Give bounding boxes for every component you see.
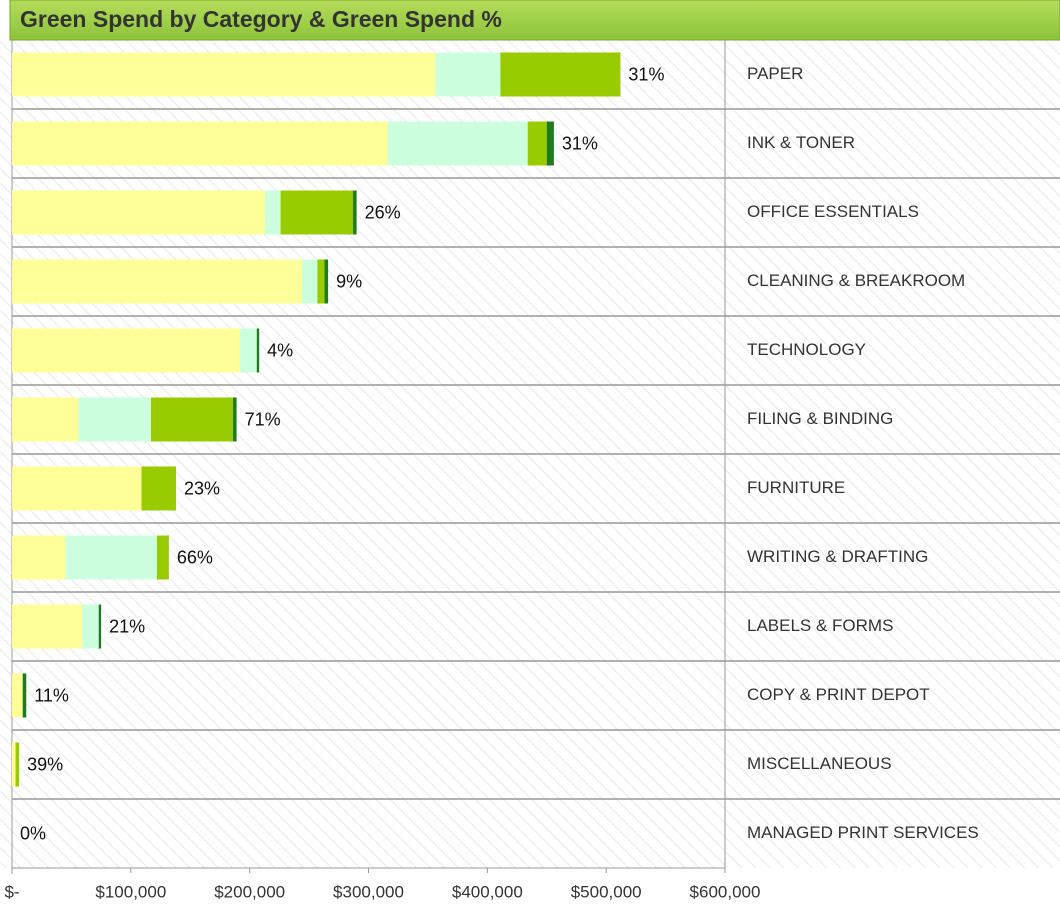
x-tick-label: $300,000 [333, 882, 404, 901]
bar-segment [12, 742, 16, 787]
bar-segment [387, 121, 528, 166]
bar-segment [317, 259, 325, 304]
category-label: WRITING & DRAFTING [747, 547, 928, 566]
x-tick-label: $200,000 [214, 882, 285, 901]
bar-segment [12, 535, 66, 580]
bar-segment [256, 328, 260, 373]
category-label: MANAGED PRINT SERVICES [747, 823, 979, 842]
bar-segment [12, 121, 388, 166]
bar-segment [82, 604, 99, 649]
bar-segment [353, 190, 357, 235]
bar-segment [12, 604, 83, 649]
category-label: OFFICE ESSENTIALS [747, 202, 919, 221]
bar-segment [301, 259, 318, 304]
bar-segment [98, 604, 102, 649]
category-label: INK & TONER [747, 133, 855, 152]
bar-segment [324, 259, 329, 304]
x-tick-label: $400,000 [452, 882, 523, 901]
data-label: 39% [27, 754, 63, 774]
bar-segment [156, 535, 169, 580]
bar-segment [435, 52, 501, 97]
bar-segment [65, 535, 157, 580]
category-label: LABELS & FORMS [747, 616, 893, 635]
data-label: 71% [245, 409, 281, 429]
data-label: 21% [109, 616, 145, 636]
data-label: 23% [184, 478, 220, 498]
category-label: FURNITURE [747, 478, 845, 497]
category-label: CLEANING & BREAKROOM [747, 271, 965, 290]
title-bar [9, 0, 1060, 41]
bar-segment [12, 673, 23, 718]
bar-segment [78, 397, 152, 442]
data-label: 26% [365, 202, 401, 222]
bar-segment [500, 52, 621, 97]
bar-segment [240, 328, 257, 373]
bar-segment [527, 121, 547, 166]
data-label: 4% [267, 340, 293, 360]
category-label: PAPER [747, 64, 803, 83]
bar-segment [12, 52, 436, 97]
data-label: 9% [336, 271, 362, 291]
x-tick-label: $500,000 [571, 882, 642, 901]
bar-segment [265, 190, 281, 235]
category-label: FILING & BINDING [747, 409, 893, 428]
chart-title: Green Spend by Category & Green Spend % [20, 6, 502, 32]
bar-segment [280, 190, 354, 235]
bar-segment [233, 397, 237, 442]
category-label: TECHNOLOGY [747, 340, 866, 359]
category-label: COPY & PRINT DEPOT [747, 685, 930, 704]
bar-segment [546, 121, 554, 166]
category-label: MISCELLANEOUS [747, 754, 892, 773]
x-tick-label: $100,000 [95, 882, 166, 901]
bar-segment [141, 466, 176, 511]
bar-segment [151, 397, 234, 442]
data-label: 11% [34, 685, 69, 705]
bar-segment [12, 397, 79, 442]
data-label: 0% [20, 823, 46, 843]
x-tick-label: $- [4, 882, 19, 901]
bar-segment [12, 190, 266, 235]
data-label: 31% [628, 64, 664, 84]
bar-segment [12, 328, 241, 373]
bar-segment [12, 466, 142, 511]
data-label: 66% [177, 547, 213, 567]
bar-segment [12, 259, 302, 304]
bar-segment [15, 742, 20, 787]
data-label: 31% [562, 133, 598, 153]
x-tick-label: $600,000 [690, 882, 761, 901]
bar-segment [22, 673, 27, 718]
